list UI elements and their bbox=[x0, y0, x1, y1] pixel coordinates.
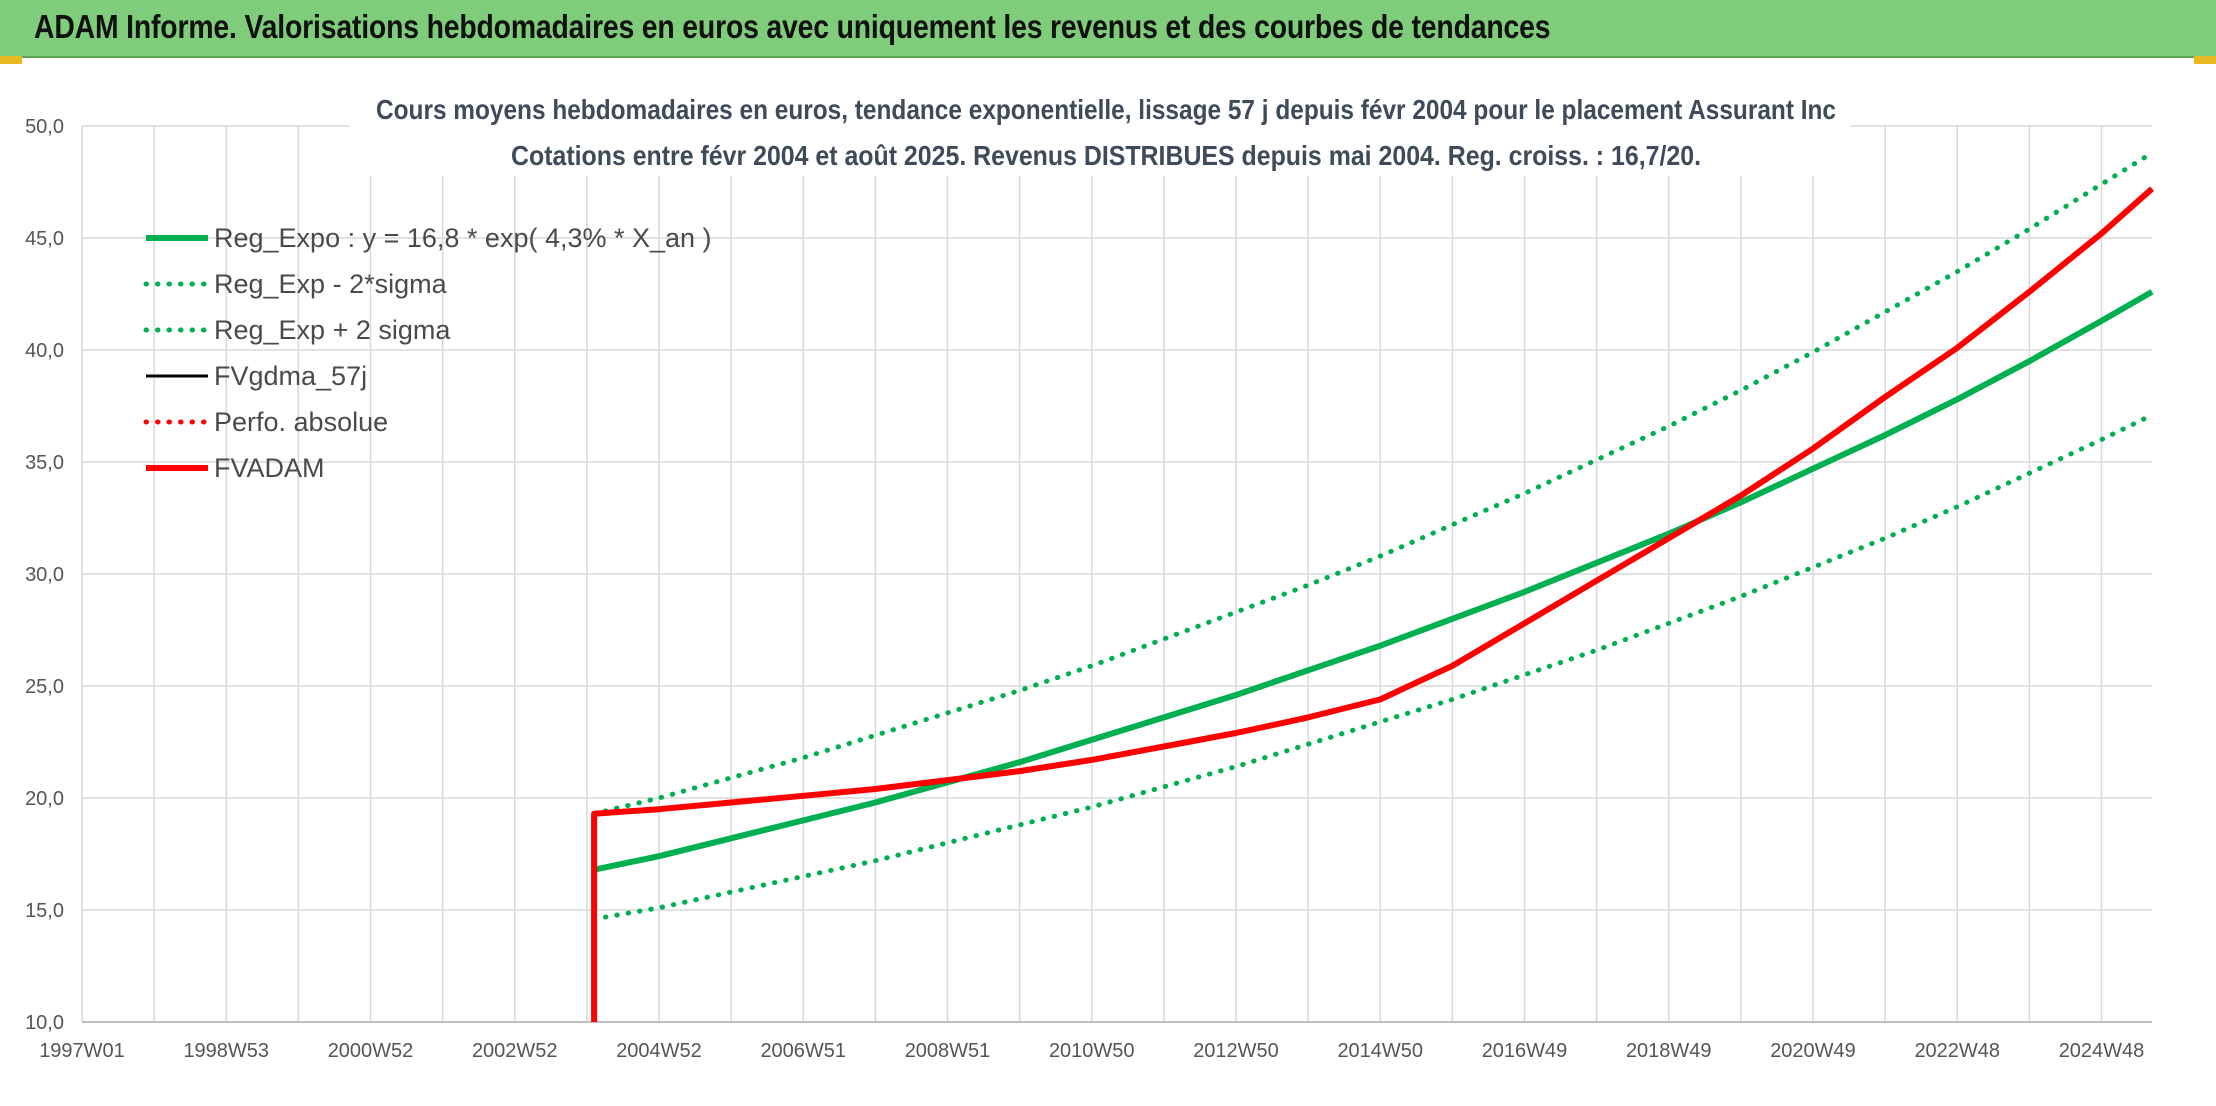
y-tick-label: 40,0 bbox=[25, 340, 64, 362]
series-line-5 bbox=[591, 186, 2154, 1022]
legend-label: Reg_Exp - 2*sigma bbox=[214, 269, 448, 299]
x-tick-label: 2020W49 bbox=[1770, 1040, 1856, 1062]
corner-marker-right bbox=[2194, 56, 2216, 66]
gridlines bbox=[81, 125, 2152, 1023]
y-tick-label: 15,0 bbox=[25, 900, 64, 922]
legend-label: FVADAM bbox=[214, 453, 325, 483]
series-line-0 bbox=[593, 289, 2154, 873]
chart-titles: Cours moyens hebdomadaires en euros, ten… bbox=[350, 90, 1850, 176]
legend-label: Perfo. absolue bbox=[214, 407, 388, 437]
series-line-4 bbox=[591, 186, 2155, 817]
x-tick-label: 2000W52 bbox=[328, 1040, 414, 1062]
legend: Reg_Expo : y = 16,8 * exp( 4,3% * X_an )… bbox=[143, 223, 712, 483]
title-background bbox=[350, 90, 1850, 176]
x-tick-label: 2012W50 bbox=[1193, 1040, 1279, 1062]
x-tick-label: 2018W49 bbox=[1626, 1040, 1712, 1062]
legend-label: Reg_Expo : y = 16,8 * exp( 4,3% * X_an ) bbox=[214, 223, 712, 253]
x-tick-label: 2022W48 bbox=[1914, 1040, 2000, 1062]
y-tick-label: 30,0 bbox=[25, 564, 64, 586]
series-line-3 bbox=[593, 187, 2153, 816]
x-tick-label: 2008W51 bbox=[905, 1040, 991, 1062]
header-bar: ADAM Informe. Valorisations hebdomadaire… bbox=[0, 0, 2216, 58]
chart-title: Cours moyens hebdomadaires en euros, ten… bbox=[376, 94, 1836, 125]
x-tick-label: 1997W01 bbox=[39, 1040, 125, 1062]
x-tick-label: 2004W52 bbox=[616, 1040, 702, 1062]
x-tick-label: 2016W49 bbox=[1482, 1040, 1568, 1062]
x-tick-label: 1998W53 bbox=[183, 1040, 269, 1062]
y-tick-label: 45,0 bbox=[25, 228, 64, 250]
series-lines bbox=[591, 150, 2155, 1022]
y-tick-label: 50,0 bbox=[25, 116, 64, 138]
x-tick-label: 2010W50 bbox=[1049, 1040, 1135, 1062]
series-line-1 bbox=[591, 412, 2155, 922]
y-tick-label: 25,0 bbox=[25, 676, 64, 698]
corner-marker-left bbox=[0, 56, 22, 64]
y-tick-label: 10,0 bbox=[25, 1012, 64, 1034]
x-tick-label: 2014W50 bbox=[1337, 1040, 1423, 1062]
chart-subtitle: Cotations entre févr 2004 et août 2025. … bbox=[511, 140, 1701, 171]
y-tick-label: 35,0 bbox=[25, 452, 64, 474]
page-title: ADAM Informe. Valorisations hebdomadaire… bbox=[34, 8, 1551, 45]
legend-label: Reg_Exp + 2 sigma bbox=[214, 315, 451, 345]
axes: 10,0 15,0 20,0 25,0 30,0 35,0 40,0 45,0 50,0 1997… bbox=[25, 116, 2152, 1062]
x-tick-label: 2024W48 bbox=[2059, 1040, 2145, 1062]
series-line-2 bbox=[591, 150, 2155, 817]
legend-label: FVgdma_57j bbox=[214, 361, 367, 391]
y-tick-label: 20,0 bbox=[25, 788, 64, 810]
x-tick-label: 2006W51 bbox=[760, 1040, 846, 1062]
x-tick-label: 2002W52 bbox=[472, 1040, 558, 1062]
